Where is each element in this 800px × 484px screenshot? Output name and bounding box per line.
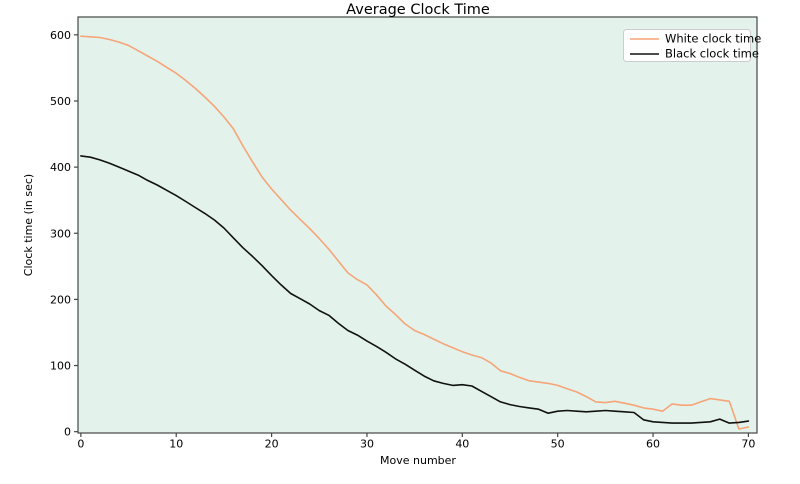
- y-tick-label: 300: [50, 227, 71, 240]
- x-tick-label: 20: [265, 438, 279, 451]
- x-tick-label: 10: [169, 438, 183, 451]
- series-line-white: [80, 35, 750, 430]
- chart-title: Average Clock Time: [346, 2, 490, 18]
- y-axis-label: Clock time (in sec): [22, 174, 35, 276]
- x-axis-label: Move number: [380, 454, 456, 467]
- legend-label-black: Black clock time: [665, 47, 759, 61]
- y-tick-label: 600: [50, 29, 71, 42]
- axis-ticks: [74, 34, 750, 437]
- axis-tick-labels: 0 10 20 30 40 50 60 70 0 100 200 300 400 500 600: [50, 29, 755, 451]
- y-tick-label: 100: [50, 360, 71, 373]
- axes-frame: [77, 16, 758, 434]
- data-series: [80, 35, 750, 430]
- y-tick-label: 0: [64, 426, 71, 439]
- x-tick-label: 30: [360, 438, 374, 451]
- x-tick-label: 70: [741, 438, 755, 451]
- y-tick-label: 200: [50, 293, 71, 306]
- y-tick-label: 400: [50, 161, 71, 174]
- x-tick-label: 60: [646, 438, 660, 451]
- series-line-black: [80, 155, 750, 424]
- x-tick-label: 0: [77, 438, 84, 451]
- legend: White clock time Black clock time: [623, 29, 761, 62]
- legend-label-white: White clock time: [665, 32, 761, 46]
- y-tick-label: 500: [50, 95, 71, 108]
- x-tick-label: 40: [455, 438, 469, 451]
- plot-area: [78, 17, 757, 433]
- x-tick-label: 50: [551, 438, 565, 451]
